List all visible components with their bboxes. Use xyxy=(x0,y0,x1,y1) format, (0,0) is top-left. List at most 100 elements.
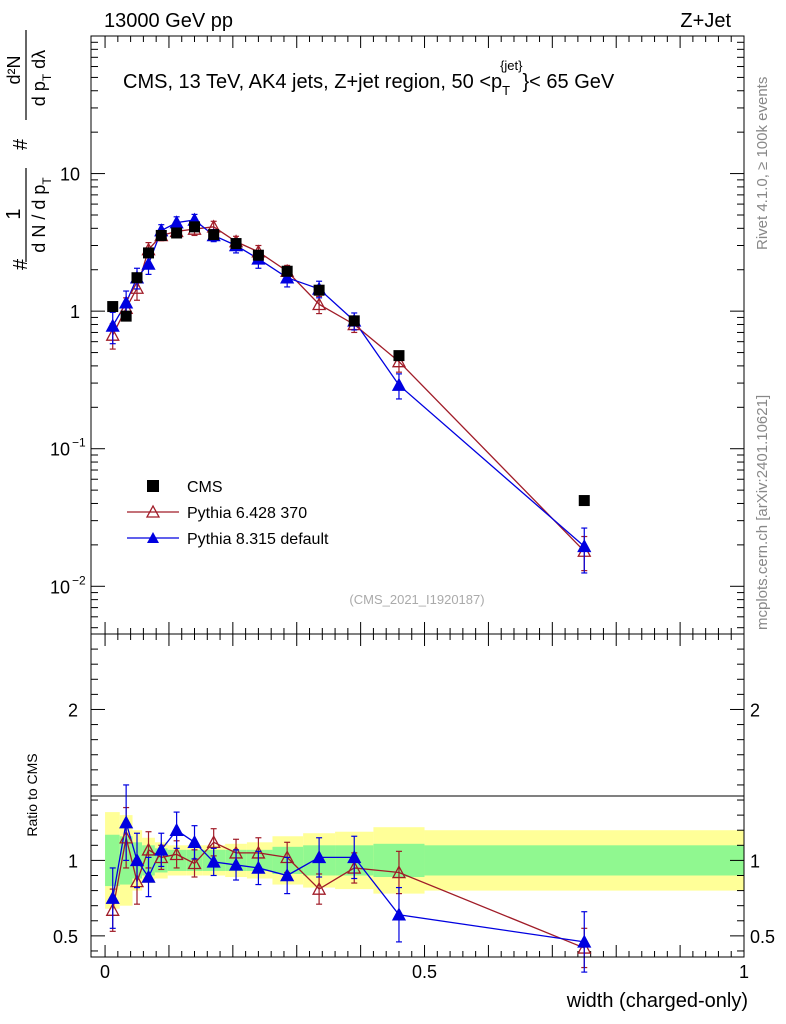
ratio-point-pythia6 xyxy=(391,865,407,879)
process-label: Z+Jet xyxy=(680,10,731,32)
ratio-point-pythia8 xyxy=(391,907,407,921)
ratio-point-pythia8 xyxy=(251,860,266,874)
ylabel-hash-2: # xyxy=(10,138,32,150)
ratio-y-tick-label-right: 0.5 xyxy=(750,927,775,947)
energy-label: 13000 GeV pp xyxy=(104,10,233,32)
ratio-point-pythia8 xyxy=(105,890,120,904)
ratio-point-pythia8 xyxy=(347,850,362,864)
point-cms xyxy=(171,227,183,239)
point-pythia8 xyxy=(105,318,120,332)
ylabel-frac-den: d N / d pT xyxy=(29,177,54,253)
point-cms xyxy=(348,315,360,327)
x-tick-label: 1 xyxy=(739,962,749,982)
point-cms xyxy=(107,301,119,313)
point-pythia8 xyxy=(119,295,134,309)
ylabel-den2-tail: dλ xyxy=(29,50,49,74)
main-y-tick-label: 1 xyxy=(70,302,80,322)
series-line-pythia8 xyxy=(112,219,585,547)
point-pythia8 xyxy=(577,539,592,553)
ylabel-frac-den-sub: T xyxy=(40,177,54,185)
ratio-y-tick-label-right: 2 xyxy=(750,700,760,720)
analysis-id-label: (CMS_2021_I1920187) xyxy=(349,592,484,607)
point-cms xyxy=(252,249,264,261)
ratio-y-tick-label: 1 xyxy=(68,851,78,871)
ratio-point-pythia8 xyxy=(154,842,169,856)
ratio-point-pythia6 xyxy=(169,846,184,861)
ratio-y-tick-label-right: 1 xyxy=(750,851,760,871)
ylabel-den2-main: d p xyxy=(29,81,49,106)
point-cms xyxy=(155,229,167,241)
chart-title-main: CMS, 13 TeV, AK4 jets, Z+jet region, 50 … xyxy=(123,71,502,93)
ratio-point-pythia8 xyxy=(169,822,184,836)
main-y-tick-label: 10 xyxy=(50,440,70,460)
point-cms xyxy=(313,284,325,296)
chart-title: CMS, 13 TeV, AK4 jets, Z+jet region, 50 … xyxy=(123,58,615,98)
legend-marker-cms xyxy=(147,480,159,492)
point-pythia6 xyxy=(312,297,327,311)
ratio-point-pythia8 xyxy=(206,854,221,868)
point-pythia8 xyxy=(391,377,407,391)
ratio-point-pythia8 xyxy=(119,815,134,829)
point-pythia8 xyxy=(141,256,156,270)
x-tick-label: 0 xyxy=(100,962,110,982)
ylabel-num2: d²N xyxy=(4,55,24,84)
mcplots-label: mcplots.cern.ch [arXiv:2401.10621] xyxy=(754,395,771,630)
ylabel-frac-num: 1 xyxy=(3,208,25,219)
ratio-point-pythia6 xyxy=(187,856,202,870)
point-cms xyxy=(281,265,293,277)
point-cms xyxy=(578,495,590,507)
band-inner-bin xyxy=(105,834,120,887)
legend-label-pythia6: Pythia 6.428 370 xyxy=(187,505,307,522)
ratio-data-series xyxy=(105,784,592,973)
legend-marker-pythia6 xyxy=(145,504,161,518)
ratio-point-pythia8 xyxy=(129,853,145,867)
point-cms xyxy=(230,238,242,250)
series-line-pythia6 xyxy=(112,226,585,552)
ratio-point-pythia6 xyxy=(206,834,221,849)
chart-title-sub: T xyxy=(502,83,510,98)
point-cms xyxy=(143,247,155,259)
main-y-tick-exponent: −1 xyxy=(72,436,86,450)
ratio-y-tick-label: 0.5 xyxy=(53,927,78,947)
point-cms xyxy=(189,221,201,233)
point-pythia8 xyxy=(280,270,295,284)
chart-title-tail: }< 65 GeV xyxy=(523,71,615,93)
point-pythia6 xyxy=(129,280,145,294)
ratio-plot-frame xyxy=(90,633,745,958)
point-cms xyxy=(120,310,132,322)
chart-title-sup: {jet} xyxy=(500,58,523,73)
main-ylabel: # 1 d N / d pT # d²N d pT dλ xyxy=(3,30,54,270)
main-y-tick-exponent: −2 xyxy=(72,573,86,587)
ylabel-den2-sub: T xyxy=(40,73,54,81)
main-data-series xyxy=(105,212,592,574)
main-y-tick-label: 10 xyxy=(60,165,80,185)
ratio-point-pythia6 xyxy=(312,881,327,895)
legend-label-pythia8: Pythia 8.315 default xyxy=(187,531,329,548)
ratio-uncertainty-band xyxy=(105,812,744,909)
ylabel-frac-den-main: d N / d p xyxy=(29,185,49,253)
ratio-point-pythia8 xyxy=(187,834,202,849)
ratio-plot-panel: 0.5 0.5 1 1 2 2 xyxy=(53,633,775,973)
point-cms xyxy=(131,272,143,284)
x-tick-label: 0.5 xyxy=(412,962,437,982)
point-cms xyxy=(208,229,220,241)
ratio-point-pythia8 xyxy=(228,857,244,871)
x-axis-label: width (charged-only) xyxy=(566,990,748,1012)
ratio-point-pythia6 xyxy=(141,842,156,856)
ratio-point-pythia8 xyxy=(312,850,327,864)
rivet-version-label: Rivet 4.1.0, ≥ 100k events xyxy=(754,77,771,250)
legend-label-cms: CMS xyxy=(187,479,223,496)
ratio-point-pythia8 xyxy=(577,934,592,948)
point-cms xyxy=(393,350,405,362)
ratio-point-pythia8 xyxy=(141,869,156,883)
band-inner-bin xyxy=(424,845,744,876)
ratio-ylabel: Ratio to CMS xyxy=(24,753,40,836)
main-y-tick-label: 10 xyxy=(50,577,70,597)
ylabel-den2: d pT dλ xyxy=(29,50,54,106)
ratio-y-tick-label: 2 xyxy=(68,700,78,720)
legend-marker-pythia8 xyxy=(147,532,159,543)
x-axis-ticks: 0 0.5 1 xyxy=(100,962,749,982)
